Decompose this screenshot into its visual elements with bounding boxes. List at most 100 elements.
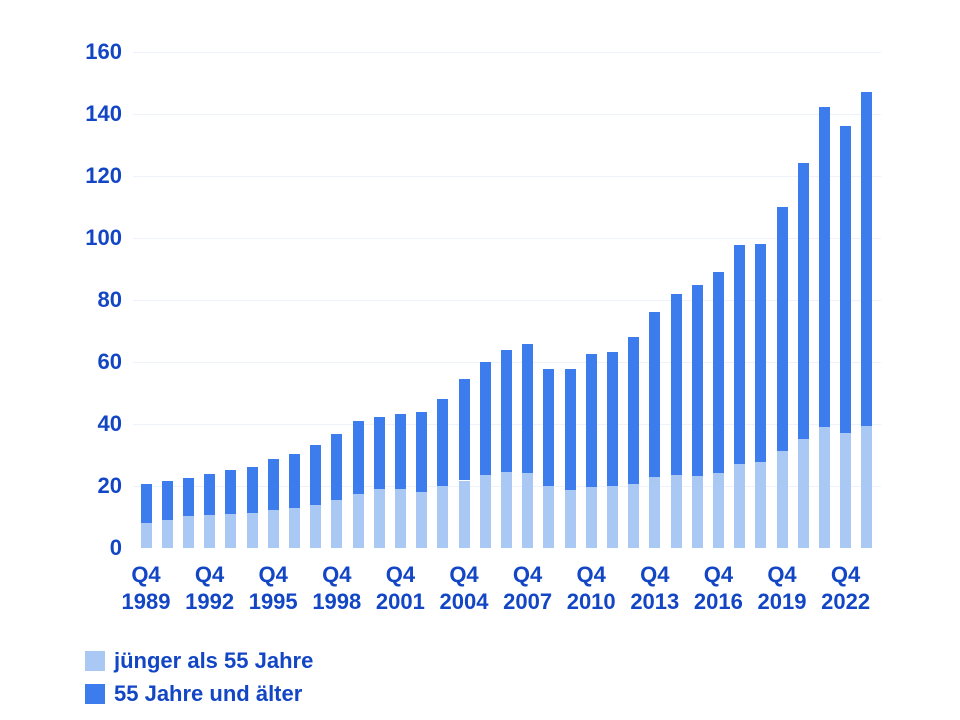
bar-2011	[606, 351, 618, 548]
x-axis-label-year: 1995	[248, 589, 298, 614]
x-axis-label: Q4 2016	[686, 561, 750, 615]
bar-segment-younger	[225, 513, 237, 548]
legend-swatch-older-icon	[85, 683, 105, 704]
bar-segment-younger	[479, 475, 491, 548]
x-axis-label-quarter: Q4	[258, 562, 288, 587]
x-axis-label: Q4 2019	[750, 561, 814, 615]
bar-segment-younger	[204, 514, 216, 548]
bar-2013	[649, 312, 661, 548]
bar-segment-older	[352, 421, 364, 495]
bar-segment-younger	[649, 476, 661, 548]
x-axis-label: Q4 1989	[114, 561, 178, 615]
x-axis-label-year: 1989	[121, 589, 171, 614]
bar-segment-older	[288, 454, 300, 508]
bar-segment-older	[373, 417, 385, 490]
bar-segment-older	[649, 312, 661, 477]
bar-2000	[373, 417, 385, 548]
bar-1995	[267, 459, 279, 548]
bar-segment-older	[564, 368, 576, 490]
bar-segment-older	[140, 483, 152, 523]
bar-segment-older	[310, 445, 322, 505]
y-axis-label: 100	[85, 225, 122, 250]
bar-segment-younger	[797, 438, 809, 548]
x-axis-label: Q4 1995	[241, 561, 305, 615]
bar-segment-older	[204, 473, 216, 515]
x-axis-label: Q4 2022	[814, 561, 878, 615]
bar-segment-older	[712, 271, 724, 473]
gridline	[133, 176, 881, 177]
bar-1992	[204, 473, 216, 548]
y-axis-label: 0	[109, 535, 122, 560]
bar-segment-younger	[288, 507, 300, 548]
x-axis-label-quarter: Q4	[512, 562, 543, 587]
bar-2018	[755, 243, 767, 548]
bar-1990	[161, 481, 173, 549]
bar-1991	[182, 477, 194, 548]
legend-swatch-younger-icon	[85, 650, 105, 671]
x-axis-label-year: 2007	[503, 589, 553, 614]
bar-segment-older	[267, 459, 279, 510]
bar-2008	[543, 369, 555, 548]
bar-segment-younger	[331, 499, 343, 548]
x-axis-label-quarter: Q4	[703, 562, 734, 587]
bar-segment-younger	[818, 426, 830, 548]
bar-segment-younger	[776, 451, 788, 548]
bar-2023	[861, 91, 873, 548]
legend: jünger als 55 Jahre 55 Jahre und älter	[85, 644, 313, 710]
bar-segment-younger	[352, 494, 364, 548]
x-axis-label-quarter: Q4	[131, 562, 161, 587]
bar-segment-older	[437, 399, 449, 486]
bar-2016	[712, 271, 724, 548]
bar-2007	[522, 343, 534, 548]
bar-segment-younger	[416, 491, 428, 548]
bar-2017	[734, 245, 746, 548]
bar-segment-younger	[670, 475, 682, 548]
bar-segment-older	[585, 353, 597, 488]
bar-2022	[840, 125, 852, 548]
x-axis-label: Q4 2004	[432, 561, 496, 615]
bar-segment-older	[225, 470, 237, 514]
bar-segment-older	[818, 106, 830, 427]
bar-segment-younger	[500, 472, 512, 548]
bar-segment-younger	[734, 463, 746, 548]
x-axis-label: Q4 2010	[559, 561, 623, 615]
bar-1993	[225, 470, 237, 548]
bar-segment-older	[861, 91, 873, 427]
gridline	[133, 52, 881, 53]
x-axis-label-year: 2016	[693, 589, 743, 614]
x-axis-label-quarter: Q4	[322, 562, 352, 587]
bar-segment-older	[479, 361, 491, 476]
bar-segment-younger	[543, 485, 555, 548]
bar-segment-older	[628, 337, 640, 485]
bar-segment-younger	[606, 485, 618, 548]
bar-segment-older	[246, 467, 258, 513]
bar-segment-older	[691, 285, 703, 477]
y-axis-label: 40	[97, 411, 122, 436]
bar-2001	[394, 413, 406, 548]
y-axis-label: 60	[97, 349, 122, 374]
bar-segment-younger	[373, 489, 385, 548]
bar-segment-younger	[267, 509, 279, 548]
bar-segment-older	[458, 379, 470, 481]
bar-2010	[585, 353, 597, 548]
x-axis-label-quarter: Q4	[830, 562, 861, 587]
bar-segment-younger	[246, 512, 258, 548]
bar-2020	[797, 162, 809, 548]
bar-segment-younger	[691, 476, 703, 548]
x-axis-label-quarter: Q4	[385, 562, 416, 587]
gridline	[133, 300, 881, 301]
x-axis-label-year: 1992	[185, 589, 235, 614]
bar-segment-older	[670, 293, 682, 476]
bar-segment-younger	[182, 516, 194, 548]
bar-segment-younger	[161, 520, 173, 549]
bar-2005	[479, 361, 491, 548]
bar-segment-older	[331, 433, 343, 500]
y-axis-label: 160	[85, 39, 122, 64]
legend-item-younger: jünger als 55 Jahre	[85, 644, 313, 677]
x-axis-label: Q4 1992	[178, 561, 242, 615]
legend-label-older: 55 Jahre und älter	[114, 680, 303, 706]
bar-segment-older	[416, 411, 428, 492]
bar-segment-older	[734, 245, 746, 464]
gridline	[133, 238, 881, 239]
